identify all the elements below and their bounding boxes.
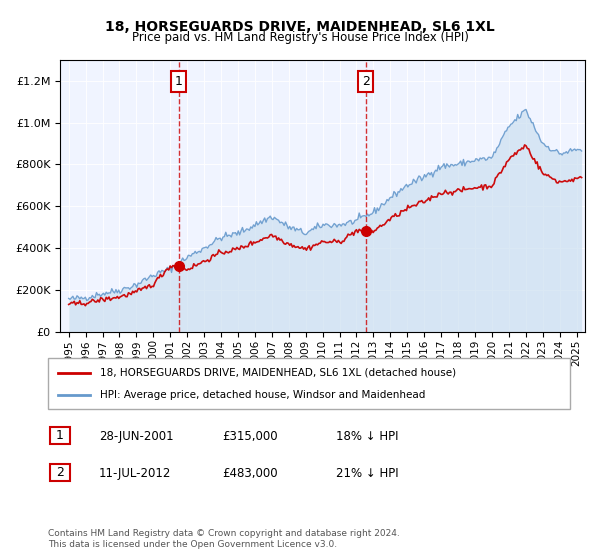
Text: 11-JUL-2012: 11-JUL-2012: [99, 466, 172, 480]
Text: 28-JUN-2001: 28-JUN-2001: [99, 430, 173, 444]
Text: 2: 2: [362, 75, 370, 88]
Text: 18, HORSEGUARDS DRIVE, MAIDENHEAD, SL6 1XL: 18, HORSEGUARDS DRIVE, MAIDENHEAD, SL6 1…: [105, 20, 495, 34]
Text: Contains HM Land Registry data © Crown copyright and database right 2024.
This d: Contains HM Land Registry data © Crown c…: [48, 529, 400, 549]
Text: 21% ↓ HPI: 21% ↓ HPI: [336, 466, 398, 480]
Text: 18% ↓ HPI: 18% ↓ HPI: [336, 430, 398, 444]
Text: £483,000: £483,000: [222, 466, 278, 480]
FancyBboxPatch shape: [50, 464, 70, 480]
FancyBboxPatch shape: [48, 358, 570, 409]
Text: HPI: Average price, detached house, Windsor and Maidenhead: HPI: Average price, detached house, Wind…: [100, 390, 425, 400]
Text: £315,000: £315,000: [222, 430, 278, 444]
Text: Price paid vs. HM Land Registry's House Price Index (HPI): Price paid vs. HM Land Registry's House …: [131, 31, 469, 44]
Text: 1: 1: [175, 75, 182, 88]
FancyBboxPatch shape: [50, 427, 70, 444]
Text: 18, HORSEGUARDS DRIVE, MAIDENHEAD, SL6 1XL (detached house): 18, HORSEGUARDS DRIVE, MAIDENHEAD, SL6 1…: [100, 367, 457, 377]
Text: 2: 2: [56, 465, 64, 479]
Text: 1: 1: [56, 429, 64, 442]
